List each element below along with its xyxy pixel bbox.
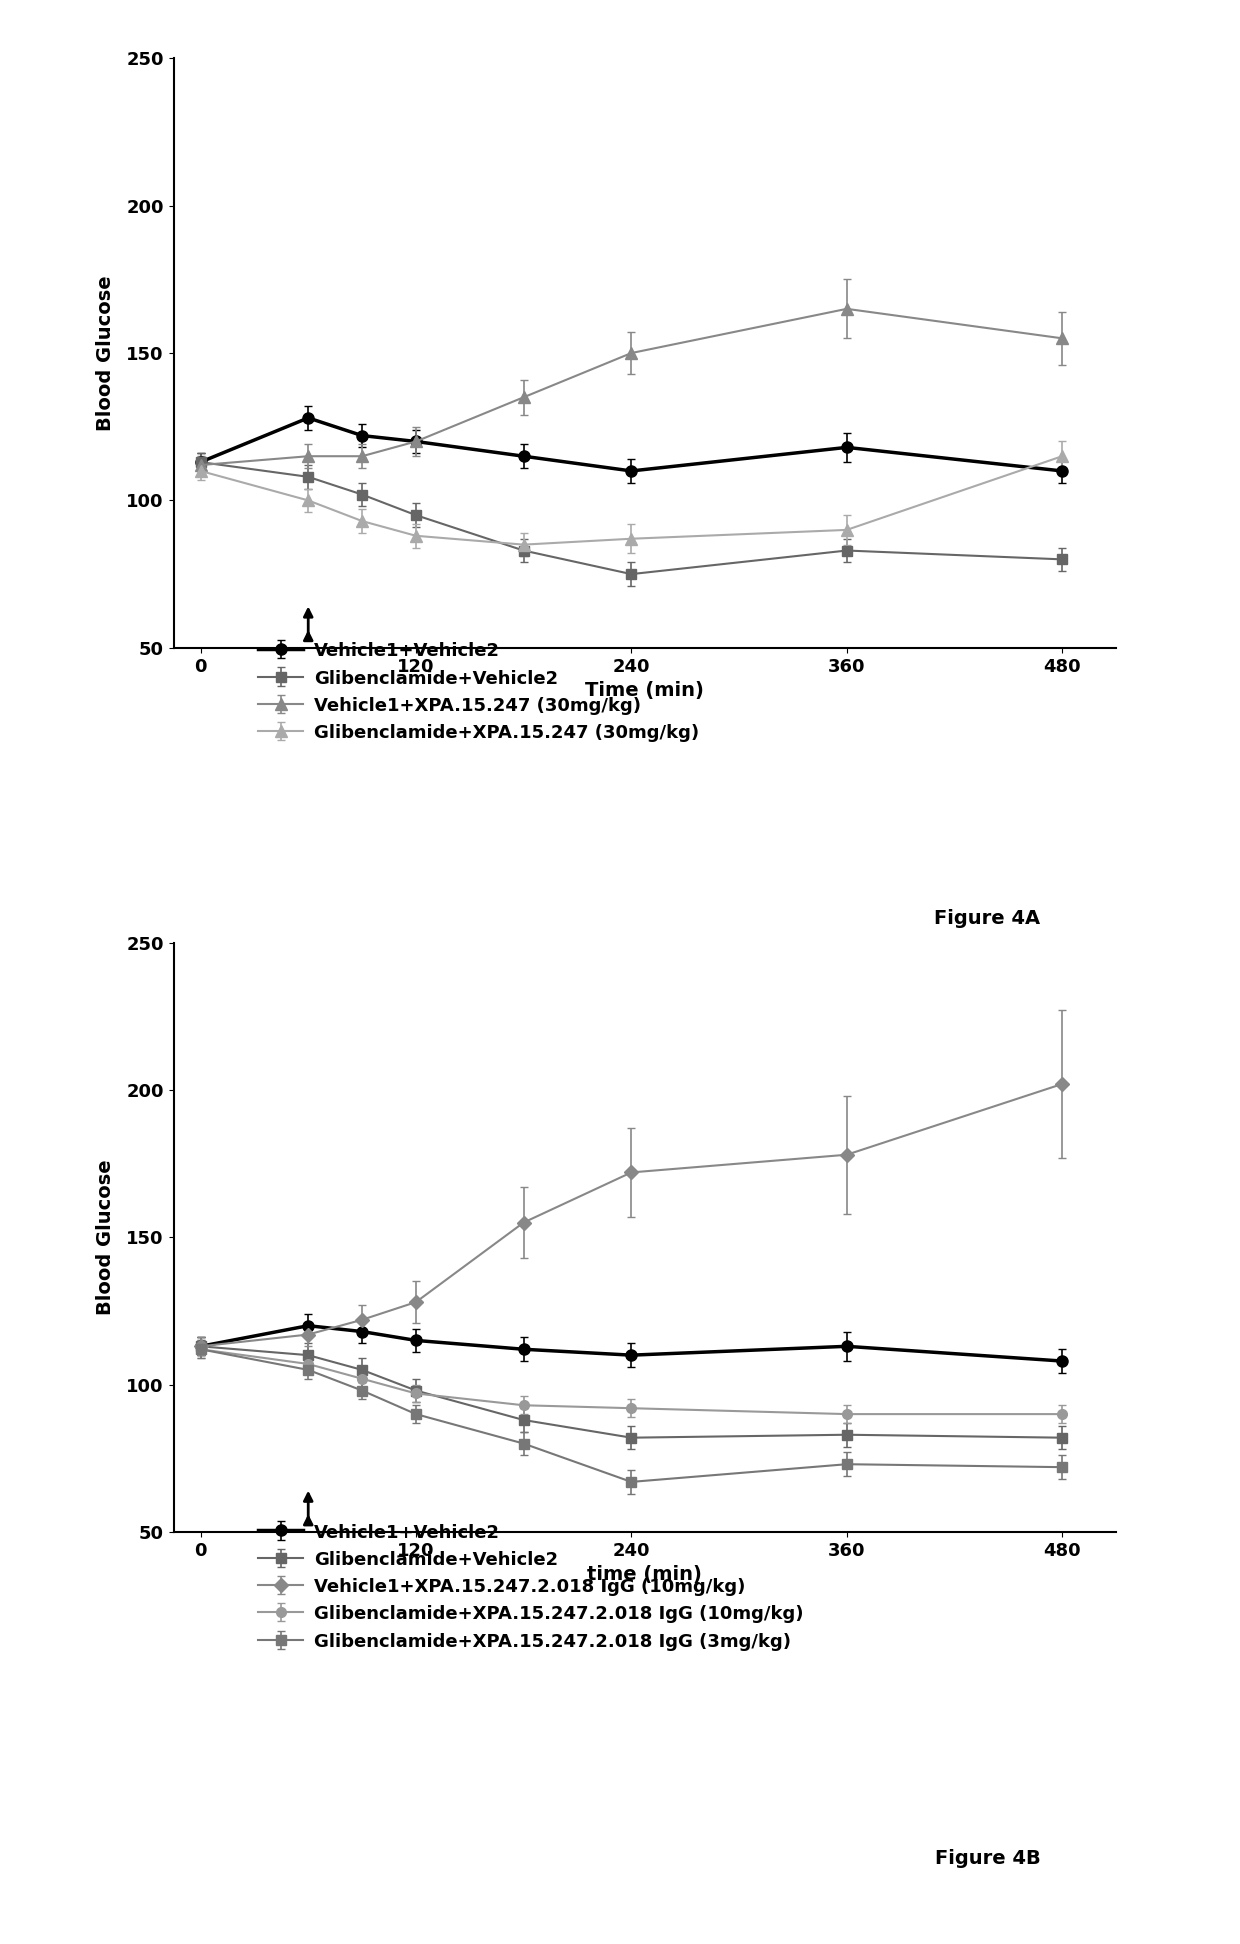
Text: Figure 4B: Figure 4B [935,1849,1040,1868]
Text: Figure 4A: Figure 4A [935,908,1040,927]
Legend: Vehicle1+Vehicle2, Glibenclamide+Vehicle2, Vehicle1+XPA.15.247 (30mg/kg), Gliben: Vehicle1+Vehicle2, Glibenclamide+Vehicle… [258,642,699,743]
Y-axis label: Blood Glucose: Blood Glucose [97,276,115,432]
X-axis label: time (min): time (min) [588,1565,702,1584]
Y-axis label: Blood Glucose: Blood Glucose [97,1159,115,1314]
Legend: Vehicle1+Vehicle2, Glibenclamide+Vehicle2, Vehicle1+XPA.15.247.2.018 IgG (10mg/k: Vehicle1+Vehicle2, Glibenclamide+Vehicle… [258,1524,804,1650]
X-axis label: Time (min): Time (min) [585,680,704,700]
